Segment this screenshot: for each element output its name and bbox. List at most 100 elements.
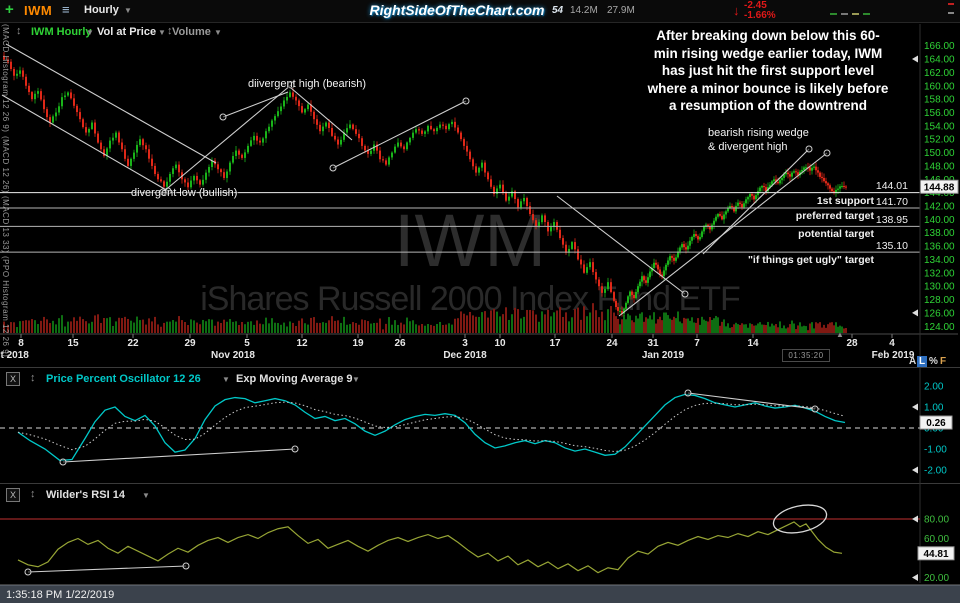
svg-text:124.00: 124.00 bbox=[924, 322, 955, 333]
hidden-plot-label: (PPO Histogram 12 26 9) bbox=[1, 256, 10, 358]
watermark-symbol: IWM bbox=[393, 199, 547, 282]
down-arrow-icon: ↓ bbox=[733, 3, 740, 18]
hidden-plot-label: (MACD Histogram 12 26 9) bbox=[1, 24, 10, 133]
pane-resize-icon[interactable]: ↕ bbox=[167, 25, 173, 37]
svg-text:14: 14 bbox=[747, 338, 759, 349]
svg-text:28: 28 bbox=[846, 338, 858, 349]
ppo-indicator-dropdown[interactable]: Price Percent Oscillator 12 26 bbox=[46, 373, 201, 385]
svg-text:22: 22 bbox=[127, 338, 139, 349]
svg-text:142.00: 142.00 bbox=[924, 202, 955, 213]
support-label: preferred target bbox=[795, 210, 874, 223]
rsi-indicator-dropdown[interactable]: Wilder's RSI 14 bbox=[46, 489, 125, 501]
svg-text:130.00: 130.00 bbox=[924, 282, 955, 293]
support-label: potential target bbox=[798, 228, 874, 241]
ema-overlay-dropdown[interactable]: Exp Moving Average 9 bbox=[236, 373, 353, 385]
svg-text:150.00: 150.00 bbox=[924, 148, 955, 159]
support-label: "if things get ugly" target bbox=[747, 254, 874, 267]
svg-text:152.00: 152.00 bbox=[924, 135, 955, 146]
svg-text:15: 15 bbox=[67, 338, 79, 349]
sparkline-dash bbox=[852, 13, 859, 15]
svg-text:Oct 2018: Oct 2018 bbox=[0, 350, 29, 361]
chevron-down-icon[interactable]: ▼ bbox=[86, 28, 94, 37]
percent-change: -1.66% bbox=[744, 10, 776, 21]
chevron-down-icon[interactable]: ▼ bbox=[142, 491, 150, 500]
svg-text:Jan 2019: Jan 2019 bbox=[642, 350, 685, 361]
watchlist-icon[interactable]: ≡ bbox=[62, 2, 70, 17]
net-change: -2.45 bbox=[744, 0, 767, 11]
mini-quote-mark bbox=[948, 12, 954, 14]
svg-text:7: 7 bbox=[694, 338, 700, 349]
chevron-down-icon[interactable]: ▼ bbox=[214, 28, 222, 37]
svg-text:Feb 2019: Feb 2019 bbox=[872, 350, 915, 361]
scale-percent-button[interactable]: % bbox=[929, 356, 938, 367]
svg-text:144.88: 144.88 bbox=[924, 182, 955, 193]
svg-text:148.00: 148.00 bbox=[924, 161, 955, 172]
sparkline-dash bbox=[863, 13, 870, 15]
svg-text:164.00: 164.00 bbox=[924, 55, 955, 66]
pane-resize-icon[interactable]: ↕ bbox=[16, 25, 22, 37]
support-label: 1st support bbox=[816, 194, 874, 207]
svg-text:17: 17 bbox=[549, 338, 561, 349]
svg-text:24: 24 bbox=[606, 338, 618, 349]
svg-text:19: 19 bbox=[352, 338, 364, 349]
scale-arithmetic-button[interactable]: A bbox=[909, 356, 917, 367]
svg-text:160.00: 160.00 bbox=[924, 81, 955, 92]
svg-text:Dec 2018: Dec 2018 bbox=[443, 350, 487, 361]
timeframe-dropdown[interactable]: Hourly bbox=[84, 4, 119, 16]
bar-countdown-timer: 01:35:20 bbox=[782, 349, 830, 362]
status-bar: 1:35:18 PM 1/22/2019 bbox=[0, 585, 960, 603]
legend-symbol-dropdown[interactable]: IWM Hourly bbox=[31, 26, 92, 38]
svg-text:80.00: 80.00 bbox=[924, 515, 949, 526]
bar-counter: 54 bbox=[552, 5, 564, 16]
add-symbol-icon[interactable]: + bbox=[5, 1, 14, 18]
sparkline-dash bbox=[830, 13, 837, 15]
symbol-label[interactable]: IWM bbox=[24, 3, 53, 18]
svg-text:44.81: 44.81 bbox=[923, 549, 948, 560]
svg-text:138.00: 138.00 bbox=[924, 228, 955, 239]
watermark-fund-name: iShares Russell 2000 Index Fund ETF bbox=[200, 280, 741, 318]
site-watermark: RightSideOfTheChart.com bbox=[369, 2, 545, 18]
svg-text:-2.00: -2.00 bbox=[924, 466, 947, 477]
svg-text:10: 10 bbox=[494, 338, 506, 349]
chevron-down-icon[interactable]: ▼ bbox=[352, 375, 360, 384]
scale-fixed-button[interactable]: F bbox=[940, 356, 947, 367]
svg-text:128.00: 128.00 bbox=[924, 295, 955, 306]
analyst-note: After breaking down below this 60- min r… bbox=[647, 28, 889, 113]
annotation-divergent-low: divergent low (bullish) bbox=[131, 187, 238, 199]
chevron-down-icon[interactable]: ▼ bbox=[124, 6, 132, 15]
svg-text:166.00: 166.00 bbox=[924, 41, 955, 52]
annotation-divergent-high: diivergent high (bearish) bbox=[248, 78, 367, 90]
svg-text:Nov 2018: Nov 2018 bbox=[211, 350, 255, 361]
svg-text:132.00: 132.00 bbox=[924, 268, 955, 279]
mini-quote-mark bbox=[948, 3, 954, 5]
svg-text:1.00: 1.00 bbox=[924, 403, 944, 414]
annotation-rising-wedge: bearish rising wedge & divergent high bbox=[708, 127, 809, 153]
hidden-plot-label: (MACD 13 33) bbox=[1, 196, 10, 254]
svg-text:0.26: 0.26 bbox=[926, 418, 946, 429]
scroll-up-icon[interactable]: ▲ bbox=[836, 330, 844, 339]
svg-text:12: 12 bbox=[296, 338, 308, 349]
svg-text:29: 29 bbox=[184, 338, 196, 349]
chevron-down-icon[interactable]: ▼ bbox=[222, 375, 230, 384]
svg-text:136.00: 136.00 bbox=[924, 242, 955, 253]
pane-resize-icon[interactable]: ↕ bbox=[30, 372, 36, 384]
close-ppo-panel-button[interactable]: X bbox=[6, 372, 20, 386]
legend-vol-at-price-dropdown[interactable]: Vol at Price bbox=[97, 26, 157, 38]
svg-text:134.00: 134.00 bbox=[924, 255, 955, 266]
sparkline-dash bbox=[841, 13, 848, 15]
scale-log-button[interactable]: L bbox=[917, 356, 928, 367]
svg-text:154.00: 154.00 bbox=[924, 121, 955, 132]
svg-text:158.00: 158.00 bbox=[924, 95, 955, 106]
pane-resize-icon[interactable]: ↕ bbox=[30, 488, 36, 500]
svg-text:4: 4 bbox=[889, 338, 895, 349]
svg-text:31: 31 bbox=[647, 338, 659, 349]
volume-stat-a: 14.2M bbox=[570, 5, 598, 16]
svg-text:60.00: 60.00 bbox=[924, 534, 949, 545]
support-price: 138.95 bbox=[875, 213, 908, 226]
svg-text:-1.00: -1.00 bbox=[924, 445, 947, 456]
chevron-down-icon[interactable]: ▼ bbox=[158, 28, 166, 37]
legend-volume-dropdown[interactable]: Volume bbox=[172, 26, 211, 38]
svg-text:126.00: 126.00 bbox=[924, 308, 955, 319]
close-rsi-panel-button[interactable]: X bbox=[6, 488, 20, 502]
